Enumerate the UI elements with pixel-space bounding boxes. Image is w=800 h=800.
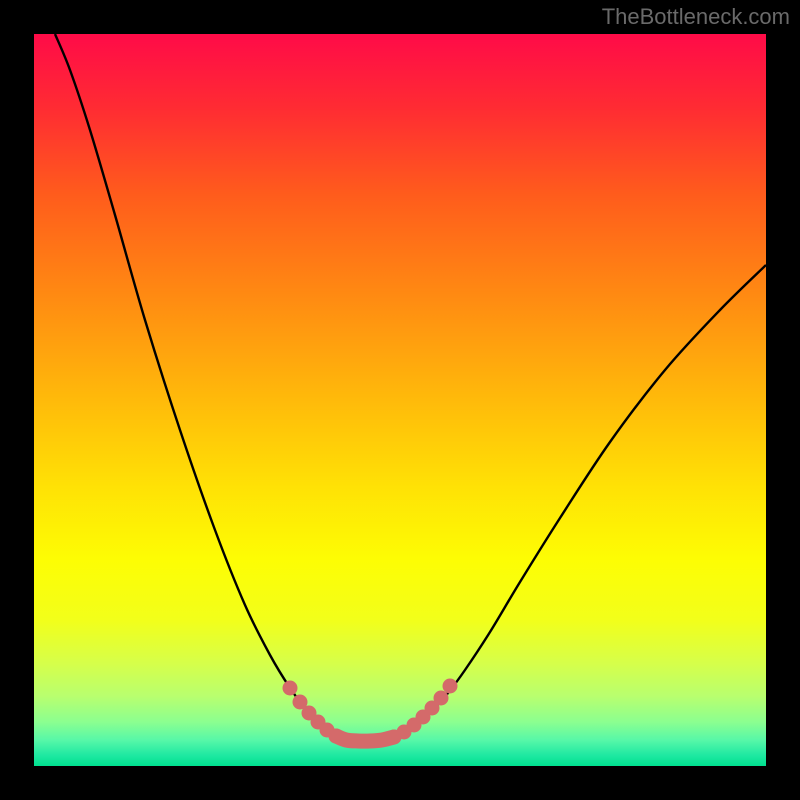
chart-canvas: TheBottleneck.com <box>0 0 800 800</box>
plot-background <box>34 34 766 766</box>
chart-svg <box>0 0 800 800</box>
watermark-text: TheBottleneck.com <box>602 4 790 30</box>
